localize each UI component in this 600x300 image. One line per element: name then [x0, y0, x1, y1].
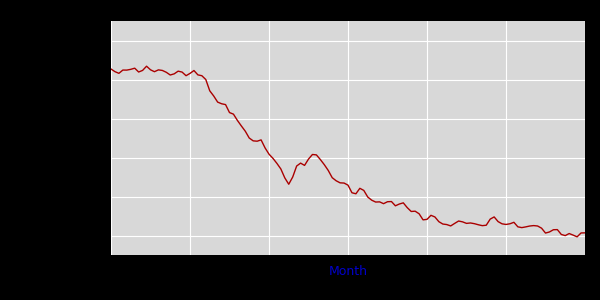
X-axis label: Month: Month — [329, 266, 367, 278]
